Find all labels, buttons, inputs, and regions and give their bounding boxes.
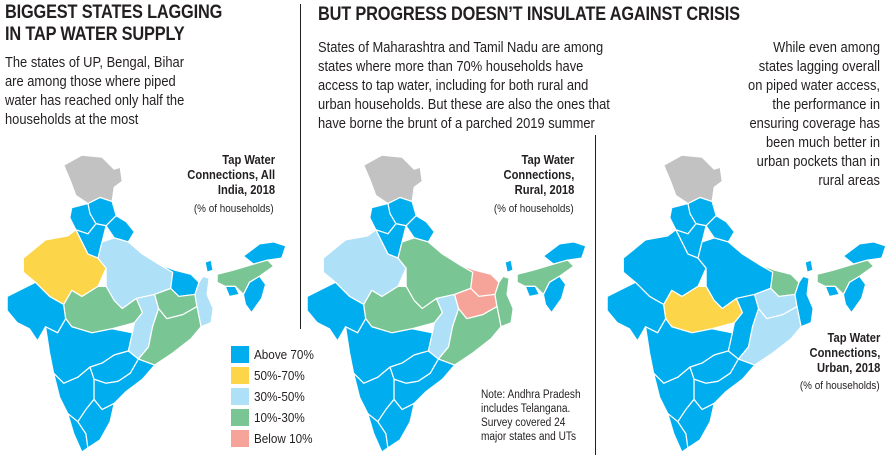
note-line: includes Telangana. [481,403,571,415]
region-sikkim: Sikkim: Above 70% [204,259,214,273]
region-north-east-others: North-East (others): Above 70% [242,275,267,314]
note-line: Survey covered 24 [481,417,566,429]
region-sikkim: Sikkim: Above 70% [804,259,814,273]
panel1-intro-line: water has reached only half the [5,92,185,109]
panel3-intro-line: on piped water access, [748,77,880,94]
legend-label: Above 70% [254,346,314,362]
legend-swatch [231,387,249,405]
map-all-india: Jammu & Kashmir: No dataHimachal Pradesh… [6,154,287,453]
panel2-intro-line: States of Maharashtra and Tamil Nadu are… [318,39,604,56]
panel3-intro-line: While even among [773,39,880,56]
map-title-line: Tap Water [827,330,880,345]
panel1-intro-line: The states of UP, Bengal, Bihar [5,54,185,71]
panel2-intro-line: states where more than 70% households ha… [318,58,584,75]
map3-subtitle: (% of households) [800,380,880,392]
region-odisha: Odisha: 10%-30% [137,305,202,366]
legend-swatch [231,408,249,426]
map1-title: Tap Water Connections, All India, 2018 [187,152,275,197]
region-meghalaya: Meghalaya: Above 70% [524,285,540,298]
panel2-intro: States of Maharashtra and Tamil Nadu are… [318,38,645,133]
map-title-line: Tap Water [222,152,275,167]
map2-subtitle: (% of households) [494,203,574,215]
panel2-headline: BUT PROGRESS DOESN’T INSULATE AGAINST CR… [318,4,740,25]
region-odisha: Odisha: 30%-50% [737,305,802,366]
panel1-intro-line: households at the most [5,111,139,128]
region-tamil-nadu: Tamil Nadu: Above 70% [77,398,115,449]
region-jammu-kashmir: Jammu & Kashmir: No data [663,154,723,205]
map-urban: Jammu & Kashmir: No dataHimachal Pradesh… [606,154,887,453]
panel1-intro: The states of UP, Bengal, Bihar are amon… [5,53,237,129]
note-line: major states and UTs [481,431,577,443]
panel3-intro-line: ensuring coverage has [749,115,880,132]
legend-item: 10%-30% [231,407,321,427]
map2-title: Tap Water Connections, Rural, 2018 [503,152,574,197]
map-title-line: Tap Water [521,152,574,167]
map3-title: Tap Water Connections, Urban, 2018 [809,330,880,375]
region-north-east-others: North-East (others): Above 70% [542,275,567,314]
panel2-intro-line: have borne the brunt of a parched 2019 s… [318,115,595,132]
region-north-east-others: North-East (others): Above 70% [842,275,867,314]
legend-swatch [231,366,249,384]
panel1-intro-line: are among those where piped [5,73,176,90]
panel3-intro-line: rural areas [818,172,880,189]
map-title-line: Rural, 2018 [514,182,574,197]
panel3-intro: While even among states lagging overall … [691,38,880,190]
legend-item: 50%-70% [231,365,321,385]
legend-swatch [231,345,249,363]
legend-item: Below 10% [231,428,321,448]
panel3-intro-line: been much better in [765,134,880,151]
divider-1 [300,4,301,329]
panel1-headline: BIGGEST STATES LAGGING IN TAP WATER SUPP… [5,2,222,46]
note-line: Note: Andhra Pradesh [481,389,581,401]
divider-2 [595,135,596,455]
region-sikkim: Sikkim: Above 70% [504,259,514,273]
legend-label: 10%-30% [254,409,305,425]
map-title-line: Connections, All [187,167,275,182]
survey-note: Note: Andhra Pradesh includes Telangana.… [481,388,595,444]
map-rural: Jammu & Kashmir: No dataHimachal Pradesh… [306,154,587,453]
legend-item: Above 70% [231,344,321,364]
legend-label: 30%-50% [254,388,305,404]
legend-swatch [231,429,249,447]
region-tamil-nadu: Tamil Nadu: Above 70% [677,398,715,449]
legend-label: Below 10% [254,430,313,446]
panel3-intro-line: states lagging overall [758,58,880,75]
region-meghalaya: Meghalaya: Above 70% [224,285,240,298]
legend: Above 70% 50%-70% 30%-50% 10%-30% Below … [231,344,321,449]
region-meghalaya: Meghalaya: Above 70% [824,285,840,298]
region-jammu-kashmir: Jammu & Kashmir: No data [363,154,423,205]
legend-item: 30%-50% [231,386,321,406]
panel2-intro-line: urban households. But these are also the… [318,96,610,113]
panel3-intro-line: the performance in [772,96,880,113]
panel1-headline-line1: BIGGEST STATES LAGGING [5,2,223,23]
region-jammu-kashmir: Jammu & Kashmir: No data [63,154,123,205]
panel1-headline-line2: IN TAP WATER SUPPLY [5,24,185,45]
map-title-line: Connections, [503,167,574,182]
panel3-intro-line: urban pockets than in [756,153,880,170]
map-title-line: Connections, [809,345,880,360]
region-tamil-nadu: Tamil Nadu: Above 70% [377,398,415,449]
panel2-intro-line: access to tap water, including for both … [318,77,589,94]
legend-label: 50%-70% [254,367,305,383]
map-title-line: India, 2018 [217,182,275,197]
map1-subtitle: (% of households) [194,203,274,215]
map-title-line: Urban, 2018 [816,360,880,375]
region-odisha: Odisha: 10%-30% [437,305,502,366]
